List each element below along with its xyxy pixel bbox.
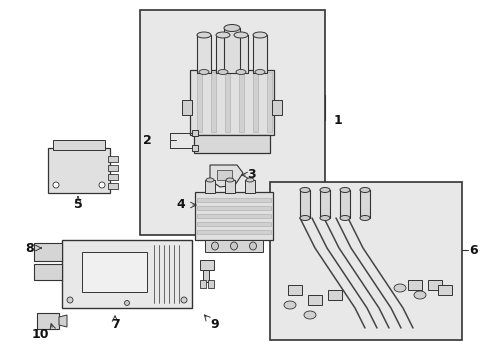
Ellipse shape xyxy=(339,188,349,193)
Bar xyxy=(82,252,147,292)
Ellipse shape xyxy=(319,188,329,193)
Ellipse shape xyxy=(224,24,240,31)
Bar xyxy=(239,72,244,132)
Text: 8: 8 xyxy=(26,242,34,255)
Ellipse shape xyxy=(230,242,237,250)
Bar xyxy=(195,192,272,240)
Bar xyxy=(197,35,210,73)
Bar xyxy=(210,72,216,132)
Text: 7: 7 xyxy=(110,319,119,332)
Ellipse shape xyxy=(236,69,245,75)
Bar xyxy=(197,214,270,218)
Ellipse shape xyxy=(124,301,129,306)
Text: 4: 4 xyxy=(176,198,185,211)
Bar xyxy=(200,280,205,288)
Bar xyxy=(407,280,421,290)
Bar xyxy=(266,72,271,132)
Ellipse shape xyxy=(245,178,253,182)
Bar xyxy=(194,135,269,153)
Bar xyxy=(140,10,325,235)
Ellipse shape xyxy=(359,216,369,220)
Bar xyxy=(197,230,270,234)
Text: 1: 1 xyxy=(333,113,342,126)
Ellipse shape xyxy=(99,182,105,188)
Ellipse shape xyxy=(197,32,210,38)
Bar xyxy=(108,165,118,171)
Bar xyxy=(359,190,369,218)
Bar xyxy=(224,28,240,73)
Bar xyxy=(252,72,258,132)
Bar xyxy=(34,264,62,280)
Bar xyxy=(197,222,270,226)
Ellipse shape xyxy=(299,188,309,193)
Ellipse shape xyxy=(67,297,73,303)
Bar xyxy=(37,313,59,329)
Bar xyxy=(53,140,105,150)
Ellipse shape xyxy=(252,32,266,38)
Bar xyxy=(197,72,202,132)
Bar xyxy=(224,72,229,132)
Ellipse shape xyxy=(339,216,349,220)
Bar xyxy=(252,35,266,73)
Ellipse shape xyxy=(359,188,369,193)
Ellipse shape xyxy=(199,69,208,75)
Ellipse shape xyxy=(304,311,315,319)
Bar xyxy=(204,240,263,252)
Ellipse shape xyxy=(53,182,59,188)
Bar xyxy=(299,190,309,218)
Bar xyxy=(327,290,341,300)
Bar xyxy=(192,130,198,136)
Text: 3: 3 xyxy=(247,168,256,181)
Bar xyxy=(234,35,247,73)
Bar xyxy=(197,198,270,202)
Bar xyxy=(197,206,270,210)
Ellipse shape xyxy=(218,69,227,75)
Ellipse shape xyxy=(216,32,229,38)
Bar xyxy=(207,280,214,288)
Bar xyxy=(307,295,321,305)
Bar xyxy=(437,285,451,295)
Bar xyxy=(108,174,118,180)
Polygon shape xyxy=(59,315,67,327)
Bar xyxy=(269,182,461,340)
Ellipse shape xyxy=(393,284,405,292)
Polygon shape xyxy=(209,165,243,187)
Text: 5: 5 xyxy=(74,198,82,211)
Ellipse shape xyxy=(211,242,218,250)
Bar xyxy=(204,180,215,193)
Bar xyxy=(108,156,118,162)
Bar xyxy=(427,280,441,290)
Bar xyxy=(339,190,349,218)
Bar xyxy=(271,100,282,115)
Ellipse shape xyxy=(225,178,234,182)
Text: 2: 2 xyxy=(142,134,151,147)
Ellipse shape xyxy=(205,178,214,182)
Ellipse shape xyxy=(234,32,247,38)
Bar xyxy=(108,183,118,189)
Text: 9: 9 xyxy=(210,319,219,332)
Bar xyxy=(319,190,329,218)
Ellipse shape xyxy=(319,216,329,220)
Bar xyxy=(224,180,235,193)
Ellipse shape xyxy=(413,291,425,299)
Bar xyxy=(190,70,273,135)
Bar xyxy=(62,240,192,308)
Ellipse shape xyxy=(254,69,264,75)
Ellipse shape xyxy=(299,216,309,220)
Bar xyxy=(244,180,254,193)
Bar xyxy=(182,100,192,115)
Text: 6: 6 xyxy=(469,243,477,256)
Text: 10: 10 xyxy=(31,328,49,342)
Bar xyxy=(34,243,62,261)
Ellipse shape xyxy=(249,242,256,250)
Bar xyxy=(192,145,198,151)
Ellipse shape xyxy=(181,297,186,303)
Bar xyxy=(200,260,214,270)
Bar xyxy=(287,285,302,295)
Bar xyxy=(48,148,110,193)
Ellipse shape xyxy=(284,301,295,309)
Bar xyxy=(203,270,208,282)
Bar xyxy=(217,170,231,180)
Bar xyxy=(216,35,229,73)
